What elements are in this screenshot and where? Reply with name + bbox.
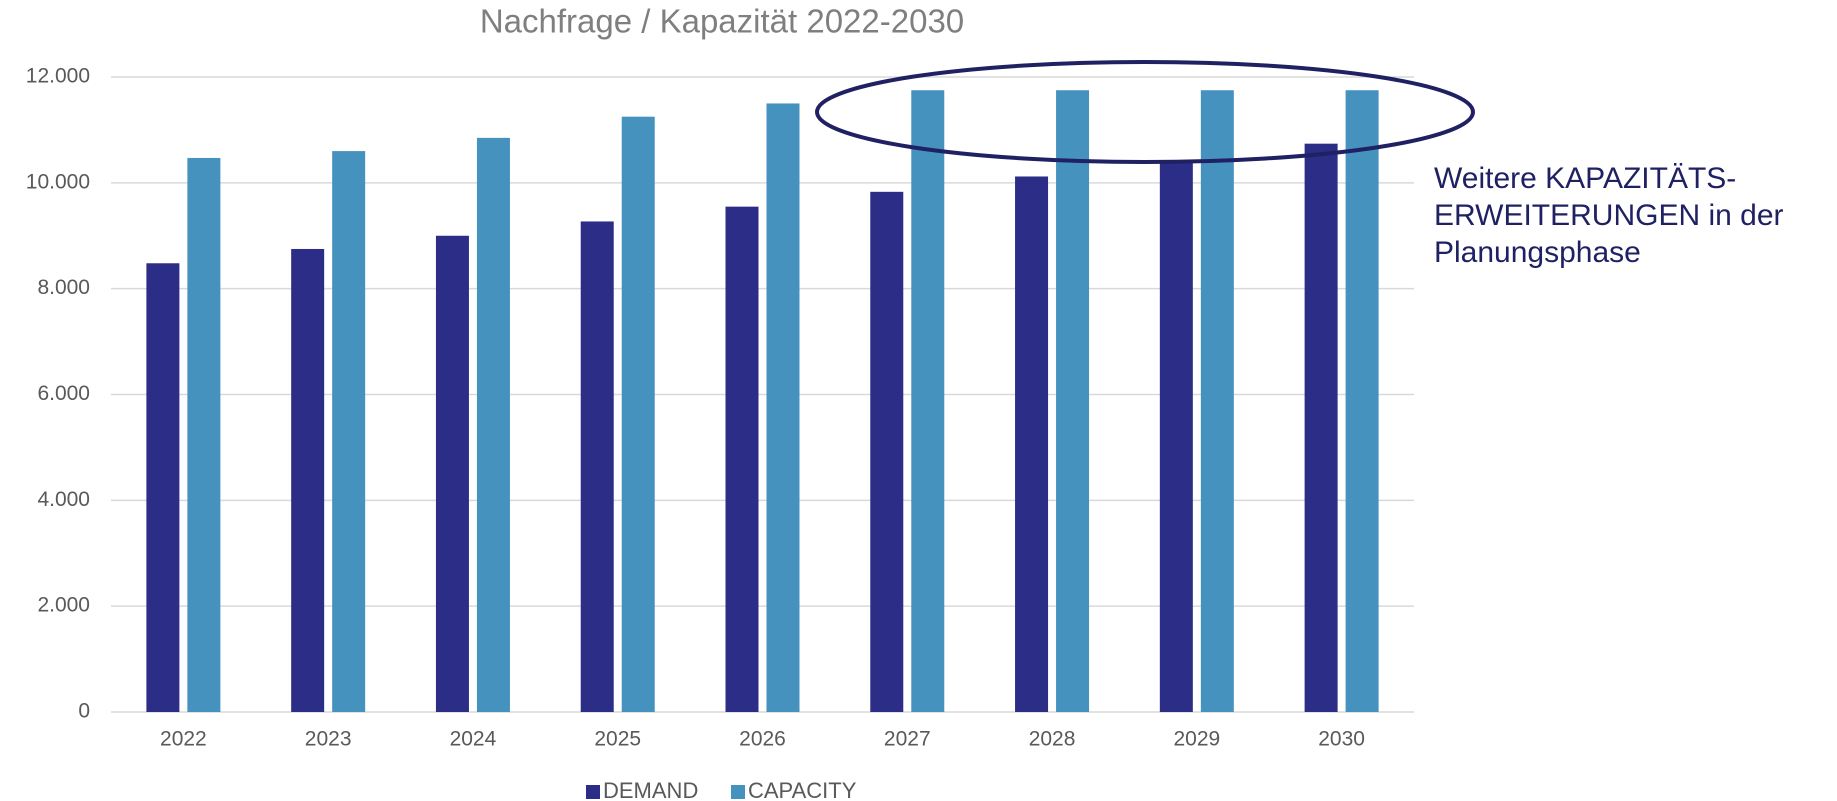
bar bbox=[766, 103, 800, 713]
annotation: Weitere KAPAZITÄTS- ERWEITERUNGEN in der P… bbox=[1434, 162, 1784, 269]
x-tick-label: 2025 bbox=[594, 728, 641, 751]
y-tick-label: 10.000 bbox=[26, 170, 90, 193]
x-tick-label: 2023 bbox=[305, 728, 352, 751]
annotation-line: Weitere KAPAZITÄTS- bbox=[1434, 162, 1736, 195]
bar bbox=[1200, 90, 1234, 712]
x-tick-label: 2026 bbox=[739, 728, 786, 751]
y-tick-label: 12.000 bbox=[26, 65, 90, 88]
y-tick-label: 8.000 bbox=[37, 276, 90, 299]
bar bbox=[187, 157, 221, 712]
x-tick-label: 2022 bbox=[160, 728, 207, 751]
bar bbox=[476, 137, 510, 712]
y-tick-label: 4.000 bbox=[37, 488, 90, 511]
bar bbox=[291, 248, 325, 712]
x-tick-label: 2024 bbox=[450, 728, 497, 751]
annotation-line: ERWEITERUNGEN in der bbox=[1434, 199, 1784, 232]
bar bbox=[1345, 90, 1379, 712]
legend-swatch bbox=[586, 785, 600, 799]
x-tick-label: 2030 bbox=[1318, 728, 1365, 751]
chart-title: Nachfrage / Kapazität 2022-2030 bbox=[480, 3, 964, 40]
bar bbox=[580, 221, 614, 712]
legend-label: DEMAND bbox=[603, 778, 698, 801]
bar bbox=[870, 191, 904, 712]
bar bbox=[621, 116, 655, 712]
x-tick-label: 2028 bbox=[1029, 728, 1076, 751]
y-tick-label: 2.000 bbox=[37, 594, 90, 617]
bar bbox=[911, 90, 945, 712]
legend-swatch bbox=[731, 785, 745, 799]
x-tick-label: 2029 bbox=[1173, 728, 1220, 751]
bar bbox=[1015, 176, 1049, 712]
bar bbox=[1159, 160, 1193, 712]
y-tick-label: 6.000 bbox=[37, 382, 90, 405]
bar bbox=[146, 263, 180, 712]
legend-label: CAPACITY bbox=[748, 778, 857, 801]
y-tick-label: 0 bbox=[78, 700, 90, 723]
bar bbox=[332, 151, 366, 713]
highlight-ellipse bbox=[815, 60, 1475, 164]
annotation-line: Planungsphase bbox=[1434, 236, 1641, 269]
bar bbox=[1056, 90, 1090, 712]
bar bbox=[435, 235, 469, 712]
bar bbox=[1304, 143, 1338, 713]
bar bbox=[725, 206, 759, 713]
x-tick-label: 2027 bbox=[884, 728, 931, 751]
